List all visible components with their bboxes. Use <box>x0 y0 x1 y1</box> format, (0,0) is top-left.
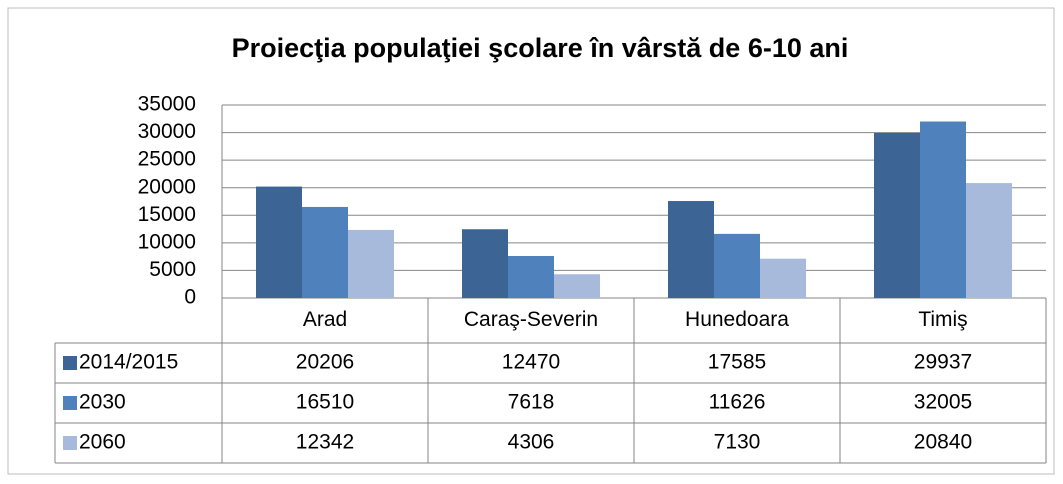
table-value: 17585 <box>708 351 766 374</box>
y-tick-label: 30000 <box>138 120 196 143</box>
table-value: 7130 <box>714 431 761 454</box>
legend-label: 2060 <box>79 431 126 454</box>
bar <box>966 183 1013 298</box>
chart-title: Proiecţia populaţiei şcolare în vârstă d… <box>232 33 849 63</box>
table-value: 11626 <box>709 391 766 414</box>
bar <box>255 186 302 298</box>
legend-label: 2014/2015 <box>79 351 178 374</box>
y-tick-label: 15000 <box>138 203 196 226</box>
table-value: 29937 <box>914 351 972 374</box>
bar <box>760 258 807 298</box>
table-value: 4306 <box>508 431 555 454</box>
bar <box>554 274 601 298</box>
x-tick-label: Timiş <box>918 308 967 331</box>
bar <box>713 233 761 298</box>
table-value: 20206 <box>296 351 354 374</box>
table-value: 32005 <box>914 391 972 414</box>
table-value: 7618 <box>508 391 555 414</box>
y-tick-label: 20000 <box>138 175 196 198</box>
y-tick-label: 5000 <box>149 258 196 281</box>
y-tick-label: 25000 <box>138 148 196 171</box>
legend-key <box>63 436 77 450</box>
table-value: 20840 <box>914 431 972 454</box>
bar <box>507 255 555 298</box>
bar <box>461 229 508 298</box>
bar <box>919 121 967 298</box>
bar <box>348 229 395 298</box>
x-tick-label: Arad <box>303 308 347 331</box>
legend-key <box>63 356 77 370</box>
y-tick-label: 10000 <box>138 230 196 253</box>
bar <box>667 201 714 298</box>
x-tick-label: Hunedoara <box>685 308 789 331</box>
table-value: 16510 <box>296 391 354 414</box>
bar <box>873 132 920 298</box>
y-tick-label: 35000 <box>138 93 196 116</box>
legend-label: 2030 <box>79 391 126 414</box>
table-value: 12342 <box>296 431 354 454</box>
x-tick-label: Caraş-Severin <box>464 308 598 331</box>
legend-key <box>63 396 77 410</box>
table-value: 12470 <box>502 351 560 374</box>
bar <box>301 206 349 298</box>
y-tick-label: 0 <box>184 286 196 309</box>
